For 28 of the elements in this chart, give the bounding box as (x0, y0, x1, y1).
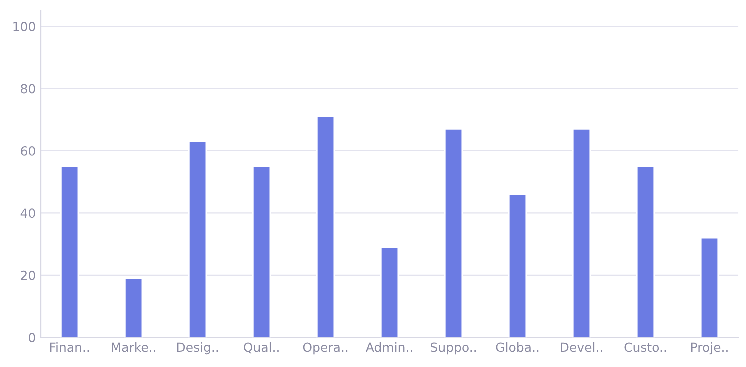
y-tick-label: 60 (21, 146, 36, 156)
x-tick-label: Desig.. (177, 342, 218, 355)
bar (700, 237, 720, 338)
bar (124, 278, 144, 338)
bar (188, 140, 208, 338)
y-tick-label: 40 (20, 208, 36, 218)
bar (380, 246, 400, 338)
x-tick-label: Qual.. (244, 342, 279, 354)
x-tick-label: Custo.. (624, 342, 666, 352)
x-tick-label: Globa.. (496, 342, 539, 352)
x-tick-label: Devel.. (561, 342, 602, 352)
bar (508, 194, 528, 338)
bar (316, 116, 336, 338)
bar (572, 128, 592, 338)
x-tick-label: Suppo.. (431, 342, 476, 355)
x-tick-label: Admin.. (366, 342, 412, 352)
y-tick-label: 20 (21, 270, 36, 280)
x-tick-label: Opera.. (303, 342, 348, 355)
bar (60, 166, 80, 338)
x-tick-label: Finan.. (50, 342, 90, 352)
y-tick-label: 80 (21, 84, 36, 94)
y-tick-label: 100 (14, 22, 36, 32)
x-tick-label: Marke.. (112, 342, 156, 352)
bar (636, 166, 656, 338)
bar (252, 166, 272, 338)
x-tick-label: Proje.. (692, 342, 728, 355)
bar (444, 128, 464, 338)
y-tick-label: 0 (29, 333, 36, 343)
